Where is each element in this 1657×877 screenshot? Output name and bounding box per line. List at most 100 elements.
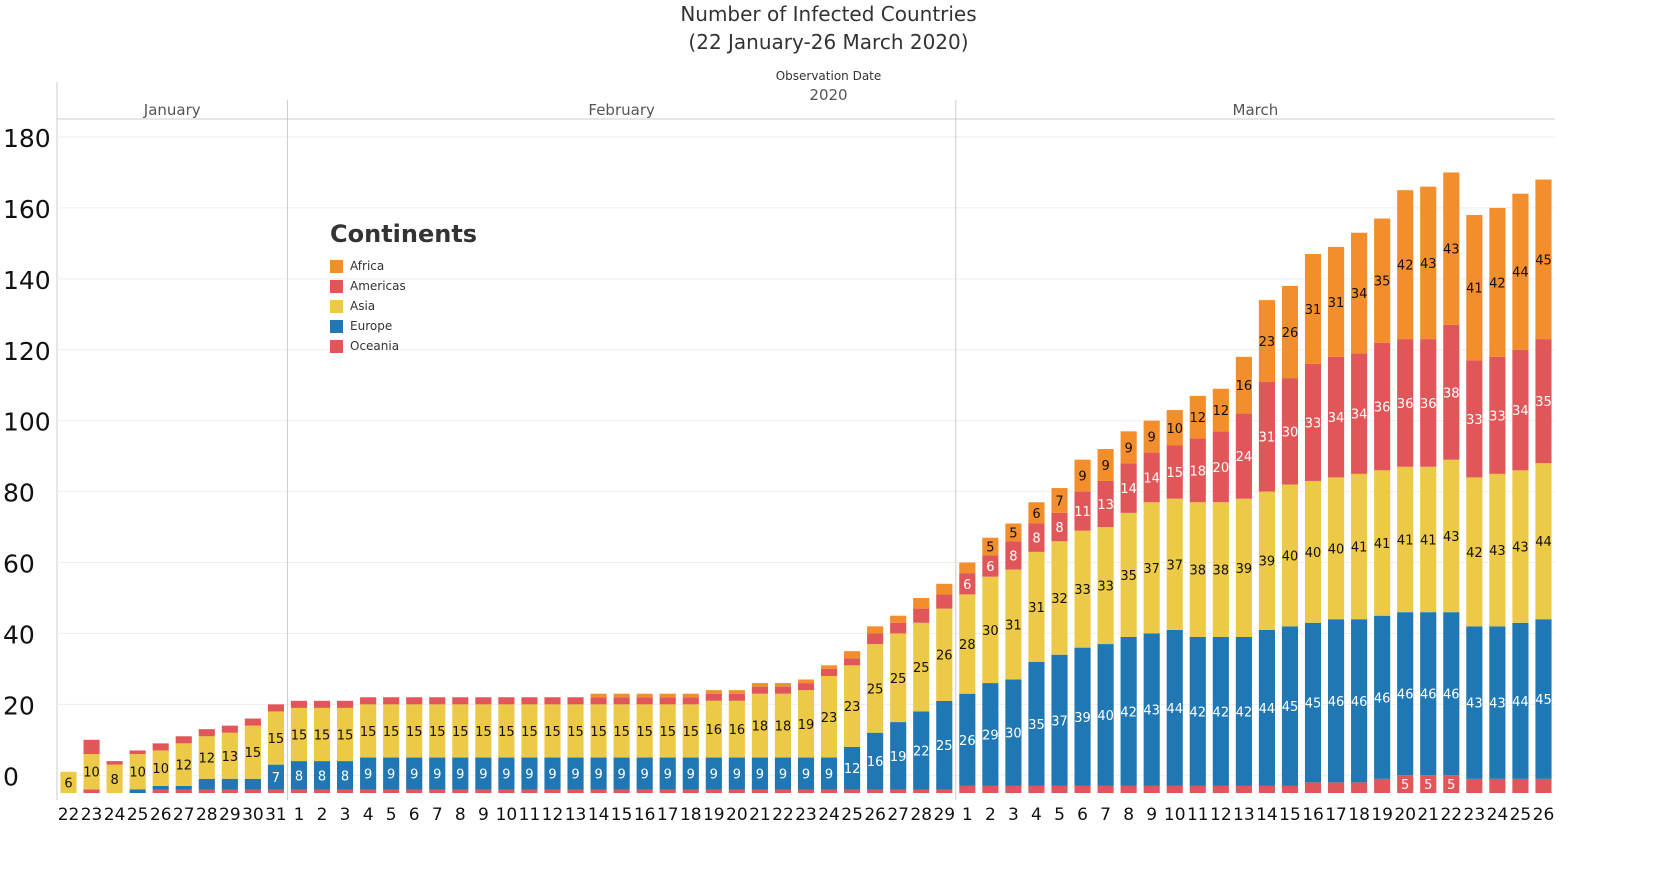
data-label: 31 [1305, 303, 1322, 318]
bar-segment-oceania [1028, 785, 1045, 793]
data-label: 38 [1443, 386, 1460, 401]
bar-segment-europe [774, 757, 792, 790]
bar-segment-europe [982, 683, 999, 786]
data-label: 43 [1489, 544, 1506, 559]
data-label: 15 [521, 725, 538, 740]
data-label: 5 [1401, 778, 1409, 793]
data-label: 42 [1489, 276, 1506, 291]
bar-segment-africa [959, 562, 976, 574]
data-label: 35 [1374, 275, 1391, 290]
legend-item-oceania[interactable]: Oceania [330, 336, 477, 356]
legend-item-africa[interactable]: Africa [330, 256, 477, 276]
legend-item-asia[interactable]: Asia [330, 296, 477, 316]
legend-item-europe[interactable]: Europe [330, 316, 477, 336]
data-label: 46 [1351, 695, 1368, 710]
data-label: 41 [1374, 537, 1391, 552]
month-header-january: January [143, 101, 201, 119]
bar-segment-americas [475, 697, 492, 705]
x-tick-label: 25 [127, 805, 149, 825]
data-label: 9 [710, 767, 718, 782]
data-label: 12 [175, 759, 192, 774]
bar-segment-americas [659, 697, 676, 705]
legend: Continents Africa Americas Asia Europe Ocean… [330, 220, 477, 356]
x-tick-label: 6 [409, 805, 420, 825]
bar-segment-europe [429, 757, 446, 790]
bar-segment-oceania [1258, 785, 1275, 793]
x-tick-label: 27 [887, 805, 909, 825]
data-label: 12 [844, 762, 861, 777]
data-label: 9 [664, 767, 672, 782]
data-label: 12 [199, 752, 216, 767]
data-label: 9 [433, 767, 441, 782]
bar-segment-oceania [567, 789, 584, 793]
x-tick-label: 13 [1233, 805, 1255, 825]
bar-segment-europe [198, 778, 215, 790]
bar-segment-europe [1051, 654, 1068, 786]
data-label: 41 [1351, 541, 1368, 556]
data-label: 13 [1097, 498, 1114, 513]
data-label: 38 [1213, 564, 1230, 579]
x-tick-label: 20 [1394, 805, 1416, 825]
bar-segment-europe [1489, 626, 1506, 779]
bar-segment-oceania [797, 789, 815, 793]
data-label: 15 [636, 725, 653, 740]
data-label: 39 [1074, 711, 1091, 726]
bar-segment-europe [1535, 619, 1552, 779]
data-label: 20 [1213, 461, 1230, 476]
bar-segment-asia [198, 736, 215, 779]
bar-segment-oceania [521, 789, 538, 793]
x-tick-label: 23 [1464, 805, 1486, 825]
data-label: 9 [548, 767, 556, 782]
bar-segment-africa [1120, 431, 1137, 464]
data-label: 5 [1447, 778, 1455, 793]
bar-segment-asia [705, 700, 722, 758]
data-label: 18 [1190, 464, 1207, 479]
bar-segment-europe [682, 757, 699, 790]
bar-segment-europe [613, 757, 630, 790]
bar-segment-oceania [360, 789, 377, 793]
bar-segment-asia [1005, 569, 1022, 680]
bar-segment-asia [1535, 463, 1552, 620]
bar-segment-asia [844, 665, 861, 747]
bar-segment-oceania [959, 785, 976, 793]
bar-segment-asia [567, 704, 584, 758]
data-label: 38 [1190, 564, 1207, 579]
x-tick-label: 15 [611, 805, 633, 825]
data-label: 23 [821, 711, 838, 726]
bar-segment-asia [313, 707, 331, 762]
x-tick-label: 7 [1100, 805, 1111, 825]
legend-item-americas[interactable]: Americas [330, 276, 477, 296]
bar-segment-oceania [198, 789, 215, 793]
x-tick-label: 22 [772, 805, 794, 825]
x-tick-label: 18 [1348, 805, 1370, 825]
bar-segment-americas [1143, 452, 1160, 503]
bar-segment-americas [1189, 438, 1206, 503]
x-tick-label: 1 [294, 805, 305, 825]
bar-segment-americas [129, 750, 146, 754]
bar-segment-asia [1374, 470, 1391, 616]
data-label: 9 [387, 767, 395, 782]
bar-segment-africa [1304, 254, 1322, 364]
bar-segment-americas [1466, 360, 1483, 478]
bar-segment-africa [1466, 215, 1483, 361]
bar-segment-africa [1189, 395, 1206, 439]
data-label: 15 [544, 725, 561, 740]
bar-segment-asia [175, 743, 192, 786]
data-label: 31 [1028, 601, 1045, 616]
bar-segment-europe [1420, 612, 1437, 776]
data-label: 25 [890, 672, 907, 687]
bar-segment-asia [498, 704, 515, 758]
bar-segment-europe [1397, 612, 1414, 776]
bar-segment-americas [406, 697, 423, 705]
data-label: 9 [364, 767, 372, 782]
bar-segment-americas [360, 697, 377, 705]
data-label: 15 [682, 725, 699, 740]
bar-segment-americas [636, 697, 653, 705]
x-tick-label: 3 [340, 805, 351, 825]
data-label: 43 [1143, 704, 1160, 719]
data-label: 31 [1259, 431, 1276, 446]
x-tick-label: 18 [680, 805, 702, 825]
data-label: 31 [1328, 296, 1345, 311]
x-tick-label: 4 [363, 805, 374, 825]
bar-segment-africa [844, 651, 861, 659]
